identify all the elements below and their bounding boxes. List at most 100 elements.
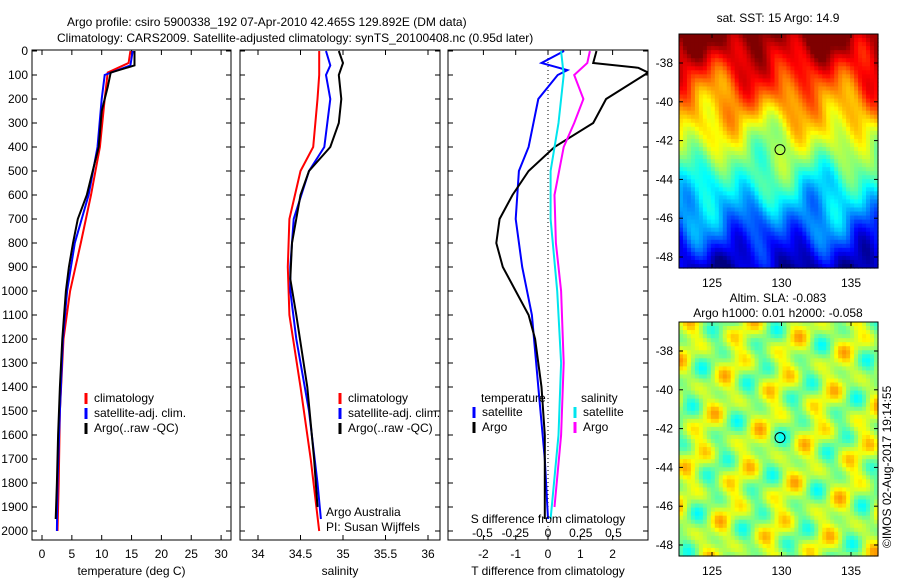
- map-cell: [695, 487, 700, 492]
- map-cell: [854, 195, 859, 200]
- map-cell: [810, 167, 815, 172]
- map-cell: [798, 500, 803, 505]
- map-cell: [687, 179, 692, 184]
- map-cell: [699, 86, 704, 91]
- map-cell: [739, 399, 744, 404]
- map-cell: [790, 463, 795, 468]
- map-cell: [711, 330, 716, 335]
- map-cell: [771, 143, 776, 148]
- map-cell: [814, 139, 819, 144]
- map-cell: [699, 135, 704, 140]
- map-cell: [723, 228, 728, 233]
- map-cell: [727, 42, 732, 47]
- map-cell: [707, 455, 712, 460]
- map-cell: [703, 487, 708, 492]
- map-cell: [834, 90, 839, 95]
- map-cell: [699, 240, 704, 245]
- map-cell: [786, 342, 791, 347]
- map-cell: [838, 212, 843, 217]
- map-cell: [727, 495, 732, 500]
- map-cell: [790, 491, 795, 496]
- map-cell: [763, 536, 768, 541]
- map-cell: [826, 232, 831, 237]
- map-cell: [723, 475, 728, 480]
- map-cell: [818, 70, 823, 75]
- map-cell: [790, 252, 795, 257]
- map-cell: [782, 119, 787, 124]
- map-cell: [794, 139, 799, 144]
- map-cell: [834, 252, 839, 257]
- map-cell: [763, 119, 768, 124]
- map-cell: [850, 54, 855, 59]
- map-cell: [743, 435, 748, 440]
- map-cell: [699, 403, 704, 408]
- map-cell: [786, 387, 791, 392]
- map-cell: [759, 240, 764, 245]
- map-cell: [798, 528, 803, 533]
- map-cell: [739, 391, 744, 396]
- map-cell: [779, 111, 784, 116]
- map-cell: [679, 252, 684, 257]
- map-cell: [683, 187, 688, 192]
- map-cell: [759, 500, 764, 505]
- map-cell: [830, 260, 835, 265]
- map-cell: [798, 38, 803, 43]
- map-cell: [751, 256, 756, 261]
- map-cell: [723, 500, 728, 505]
- map-cell: [798, 520, 803, 525]
- map-cell: [759, 387, 764, 392]
- map-cell: [719, 451, 724, 456]
- map-cell: [711, 212, 716, 217]
- map-cell: [866, 107, 871, 112]
- map-cell: [683, 135, 688, 140]
- map-cell: [695, 479, 700, 484]
- map-cell: [695, 228, 700, 233]
- map-cell: [775, 90, 780, 95]
- map-cell: [822, 103, 827, 108]
- map-cell: [695, 34, 700, 39]
- map-cell: [802, 103, 807, 108]
- map-cell: [782, 131, 787, 136]
- map-cell: [723, 135, 728, 140]
- map-cell: [870, 139, 875, 144]
- map-cell: [747, 395, 752, 400]
- map-cell: [842, 115, 847, 120]
- map-cell: [862, 167, 867, 172]
- map-cell: [699, 232, 704, 237]
- map-cell: [711, 199, 716, 204]
- map-cell: [790, 86, 795, 91]
- map-cell: [767, 330, 772, 335]
- map-cell: [719, 139, 724, 144]
- map-cell: [850, 50, 855, 55]
- map-cell: [691, 46, 696, 51]
- map-cell: [755, 236, 760, 241]
- map-cell: [679, 260, 684, 265]
- map-cell: [695, 495, 700, 500]
- map-cell: [798, 483, 803, 488]
- map-cell: [763, 399, 768, 404]
- map-cell: [814, 236, 819, 241]
- map-cell: [775, 370, 780, 375]
- map-cell: [699, 260, 704, 265]
- map-cell: [727, 536, 732, 541]
- map-cell: [707, 38, 712, 43]
- map-cell: [711, 411, 716, 416]
- map-cell: [782, 228, 787, 233]
- map-cell: [679, 407, 684, 412]
- map-cell: [826, 244, 831, 249]
- map-cell: [870, 54, 875, 59]
- map-cell: [862, 111, 867, 116]
- map-cell: [699, 119, 704, 124]
- map-cell: [747, 131, 752, 136]
- map-cell: [735, 548, 740, 553]
- map-cell: [719, 387, 724, 392]
- map-cell: [723, 447, 728, 452]
- map-cell: [727, 427, 732, 432]
- map-cell: [794, 415, 799, 420]
- map-cell: [838, 90, 843, 95]
- map-cell: [703, 143, 708, 148]
- map-cell: [862, 143, 867, 148]
- map-cell: [723, 358, 728, 363]
- map-cell: [699, 103, 704, 108]
- map-cell: [779, 411, 784, 416]
